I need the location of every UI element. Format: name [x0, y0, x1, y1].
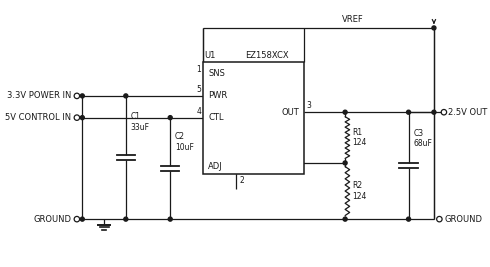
Circle shape: [343, 161, 347, 165]
Circle shape: [432, 110, 436, 114]
Circle shape: [80, 94, 84, 98]
Circle shape: [168, 217, 172, 221]
Text: GROUND: GROUND: [33, 215, 72, 224]
Circle shape: [407, 217, 411, 221]
Circle shape: [432, 26, 436, 30]
Text: R1
124: R1 124: [352, 128, 367, 147]
Text: 2.5V OUT: 2.5V OUT: [448, 108, 488, 117]
Circle shape: [80, 116, 84, 120]
Circle shape: [168, 116, 172, 120]
Text: 3.3V POWER IN: 3.3V POWER IN: [7, 91, 72, 100]
Circle shape: [343, 110, 347, 114]
Circle shape: [124, 217, 128, 221]
Text: C1
33uF: C1 33uF: [130, 112, 149, 132]
Text: PWR: PWR: [208, 91, 227, 100]
Text: ADJ: ADJ: [208, 162, 223, 171]
Circle shape: [343, 217, 347, 221]
Text: C2
10uF: C2 10uF: [175, 132, 194, 152]
Text: EZ158XCX: EZ158XCX: [245, 51, 289, 60]
Circle shape: [80, 217, 84, 221]
Text: R2
124: R2 124: [352, 181, 367, 201]
Text: 4: 4: [196, 107, 201, 116]
Text: CTL: CTL: [208, 113, 224, 122]
Text: VREF: VREF: [342, 15, 363, 24]
Text: 5: 5: [196, 85, 201, 94]
Text: 2: 2: [239, 176, 244, 185]
Text: 3: 3: [306, 101, 311, 110]
Text: C3
68uF: C3 68uF: [414, 128, 433, 148]
Text: U1: U1: [205, 51, 216, 60]
Bar: [203, 62, 304, 174]
Text: 1: 1: [196, 65, 201, 74]
Circle shape: [124, 94, 128, 98]
Circle shape: [407, 110, 411, 114]
Text: 5V CONTROL IN: 5V CONTROL IN: [5, 113, 72, 122]
Text: OUT: OUT: [281, 108, 299, 117]
Text: SNS: SNS: [208, 69, 225, 78]
Text: GROUND: GROUND: [445, 215, 483, 224]
